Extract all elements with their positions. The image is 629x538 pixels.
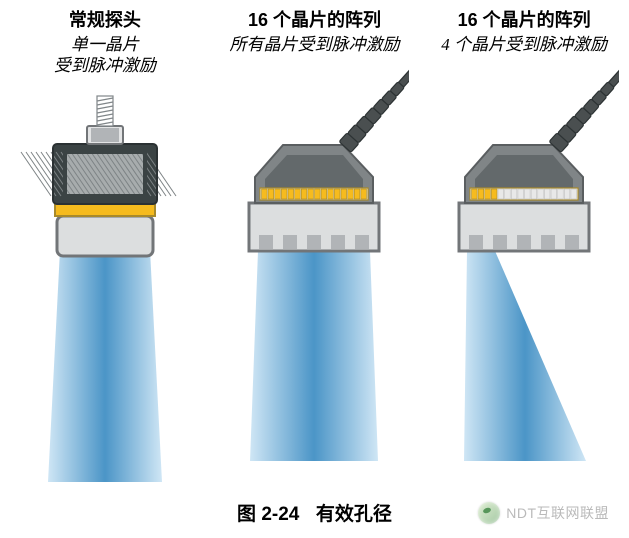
caption-title: 有效孔径 — [316, 504, 392, 525]
element-inactive — [545, 189, 551, 199]
element-active — [269, 189, 275, 199]
caption-fig-number: 图 2-24 — [237, 504, 299, 525]
element-active — [328, 189, 334, 199]
element-active — [295, 189, 301, 199]
element-active — [348, 189, 354, 199]
panel-1-title: 常规探头 — [5, 10, 205, 32]
element-inactive — [498, 189, 504, 199]
probe-cable — [549, 61, 619, 152]
element-inactive — [558, 189, 564, 199]
base-notch — [259, 235, 273, 249]
element-active — [315, 189, 321, 199]
panel-3: 16 个晶片的阵列4 个晶片受到脉冲激励 — [424, 10, 624, 482]
element-active — [355, 189, 361, 199]
panel-1-subtitle: 单一晶片 受到脉冲激励 — [5, 34, 205, 77]
element-inactive — [518, 189, 524, 199]
base-notch — [493, 235, 507, 249]
element-active — [361, 189, 367, 199]
wechat-icon — [478, 502, 500, 524]
probe-conventional — [10, 82, 200, 482]
element-inactive — [511, 189, 517, 199]
panel-2-subtitle: 所有晶片受到脉冲激励 — [214, 34, 414, 55]
beam — [250, 251, 378, 461]
element-active — [308, 189, 314, 199]
element-active — [288, 189, 294, 199]
element-active — [478, 189, 484, 199]
threaded-pin — [97, 96, 113, 126]
figure-container: 常规探头单一晶片 受到脉冲激励16 个晶片的阵列所有晶片受到脉冲激励16 个晶片… — [0, 0, 629, 538]
element-active — [275, 189, 281, 199]
element-active — [322, 189, 328, 199]
element-inactive — [551, 189, 557, 199]
element-inactive — [571, 189, 577, 199]
element-active — [262, 189, 268, 199]
base-notch — [541, 235, 555, 249]
element-inactive — [531, 189, 537, 199]
element-active — [485, 189, 491, 199]
beam — [464, 251, 586, 461]
panel-2-title: 16 个晶片的阵列 — [214, 10, 414, 32]
base-notch — [469, 235, 483, 249]
element-active — [341, 189, 347, 199]
panel-3-subtitle: 4 个晶片受到脉冲激励 — [424, 34, 624, 55]
base-notch — [355, 235, 369, 249]
base-notch — [283, 235, 297, 249]
element-active — [302, 189, 308, 199]
base-notch — [331, 235, 345, 249]
piezo-plate — [55, 204, 155, 216]
probe-phased-array — [219, 61, 409, 461]
element-inactive — [505, 189, 511, 199]
element-inactive — [538, 189, 544, 199]
base-notch — [307, 235, 321, 249]
element-active — [282, 189, 288, 199]
probe-cable — [340, 61, 410, 152]
element-inactive — [564, 189, 570, 199]
beam — [48, 250, 162, 482]
panel-3-title: 16 个晶片的阵列 — [424, 10, 624, 32]
element-active — [492, 189, 498, 199]
element-inactive — [525, 189, 531, 199]
panel-1: 常规探头单一晶片 受到脉冲激励 — [5, 10, 205, 482]
watermark: NDT互联网联盟 — [478, 502, 609, 524]
element-active — [335, 189, 341, 199]
probe-foot — [57, 216, 153, 256]
base-notch — [517, 235, 531, 249]
probe-phased-array — [429, 61, 619, 461]
element-active — [472, 189, 478, 199]
panel-2: 16 个晶片的阵列所有晶片受到脉冲激励 — [214, 10, 414, 482]
base-notch — [565, 235, 579, 249]
watermark-text: NDT互联网联盟 — [506, 503, 609, 523]
panels-row: 常规探头单一晶片 受到脉冲激励16 个晶片的阵列所有晶片受到脉冲激励16 个晶片… — [0, 10, 629, 482]
